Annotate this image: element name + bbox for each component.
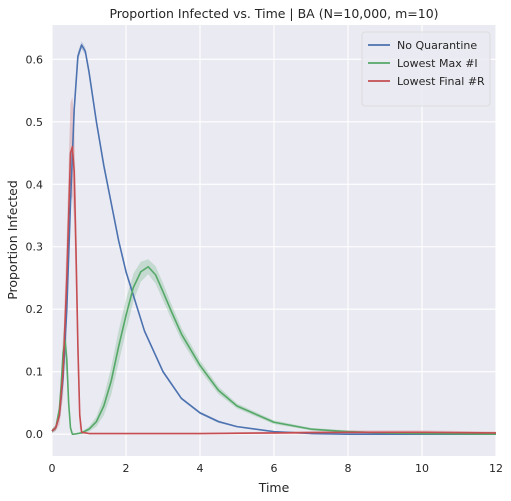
confidence-bands <box>52 41 496 435</box>
y-tick-label: 0.2 <box>26 303 44 316</box>
x-tick-label: 12 <box>489 462 503 475</box>
y-tick-label: 0.3 <box>26 241 44 254</box>
line-lowest-max-i <box>51 265 497 435</box>
line-no-quarantine <box>51 44 496 435</box>
line-lowest-final-r <box>51 146 497 435</box>
legend-label-no-quarantine: No Quarantine <box>397 39 477 52</box>
x-tick-label: 0 <box>49 462 56 475</box>
x-axis-ticks: 0 2 4 6 8 10 12 <box>49 462 504 475</box>
legend-box <box>361 31 491 107</box>
legend-label-lowest-max-i: Lowest Max #I <box>397 57 478 70</box>
legend: No Quarantine Lowest Max #I Lowest Final #… <box>361 31 491 107</box>
legend-label-lowest-final-r: Lowest Final #R <box>397 75 485 88</box>
y-tick-label: 0.4 <box>26 178 44 191</box>
y-tick-label: 0.5 <box>26 116 44 129</box>
x-tick-label: 4 <box>197 462 204 475</box>
x-axis-label: Time <box>258 480 290 495</box>
x-tick-label: 6 <box>271 462 278 475</box>
y-tick-label: 0.1 <box>26 366 44 379</box>
y-axis-label: Proportion Infected <box>5 180 20 300</box>
band-lowest-max-i <box>52 259 496 435</box>
y-tick-label: 0.0 <box>26 428 44 441</box>
y-tick-label: 0.6 <box>26 53 44 66</box>
x-tick-label: 10 <box>415 462 429 475</box>
chart-title: Proportion Infected vs. Time | BA (N=10,… <box>109 6 438 21</box>
x-tick-label: 2 <box>123 462 130 475</box>
series-lines <box>51 44 497 435</box>
x-tick-label: 8 <box>345 462 352 475</box>
y-axis-ticks: 0.0 0.1 0.2 0.3 0.4 0.5 0.6 <box>26 53 44 441</box>
